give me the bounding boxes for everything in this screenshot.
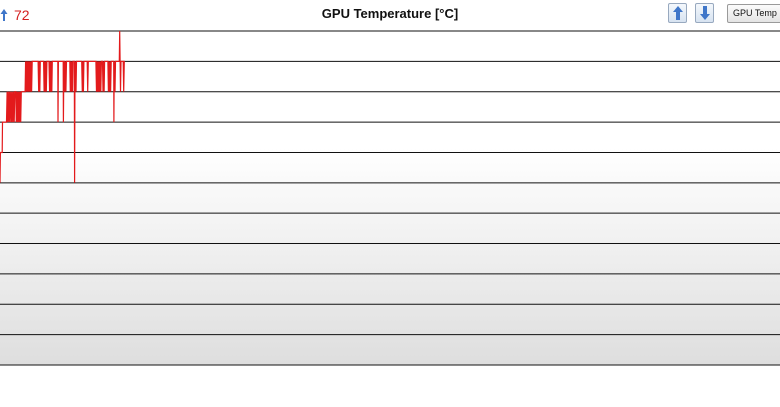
sensor-select-button[interactable]: GPU Temp	[727, 4, 780, 23]
temperature-series-line	[0, 30, 125, 183]
up-arrow-icon	[0, 8, 8, 22]
chart-title: GPU Temperature [°C]	[321, 6, 459, 21]
scroll-up-button[interactable]	[668, 3, 687, 23]
scroll-down-button[interactable]	[695, 3, 714, 23]
up-arrow-icon	[673, 6, 683, 20]
current-value: 72	[14, 7, 30, 23]
chart-header: 72 GPU Temperature [°C] GPU Temp	[0, 0, 780, 30]
current-reading: 72	[0, 6, 30, 24]
plot-background	[0, 31, 780, 365]
down-arrow-icon	[700, 6, 710, 20]
